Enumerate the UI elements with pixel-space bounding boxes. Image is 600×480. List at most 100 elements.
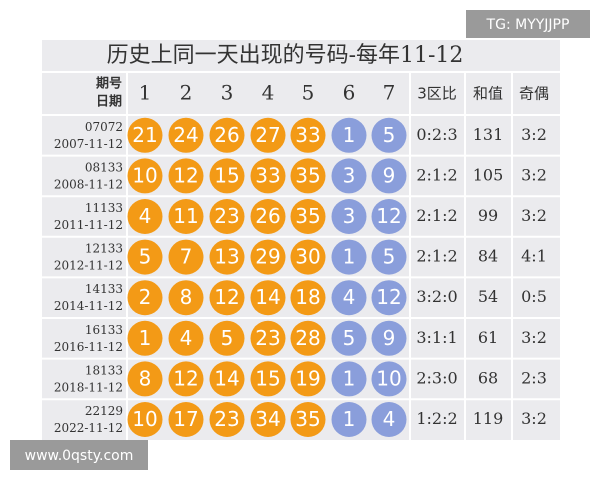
- issue: 12133: [85, 242, 123, 256]
- ball-number: 9: [383, 326, 396, 350]
- header-ball: 5: [302, 81, 315, 105]
- ball-number: 12: [214, 285, 239, 309]
- ball: [127, 361, 163, 397]
- ball-number: 1: [343, 245, 356, 269]
- ball: [290, 320, 326, 356]
- odd-even: 3:2: [521, 206, 547, 225]
- ball: [168, 199, 204, 234]
- ball: [127, 320, 163, 356]
- ball: [127, 402, 163, 437]
- ball-number: 34: [255, 407, 280, 431]
- ball-number: 26: [255, 204, 280, 228]
- ball: [209, 117, 245, 153]
- ball-number: 4: [139, 204, 152, 228]
- sum: 131: [473, 125, 504, 144]
- ball: [371, 117, 407, 153]
- ball: [331, 199, 367, 234]
- sum: 99: [478, 206, 498, 225]
- ball: [168, 280, 204, 316]
- issue: 14133: [85, 282, 123, 296]
- ball: [168, 402, 204, 437]
- sum: 119: [473, 409, 504, 428]
- ball: [250, 117, 286, 153]
- ball: [168, 158, 204, 194]
- ball: [290, 117, 326, 153]
- odd-even: 3:2: [521, 409, 547, 428]
- ball-number: 10: [132, 407, 157, 431]
- ball-number: 29: [255, 245, 280, 269]
- ball: [290, 199, 326, 234]
- date: 2008-11-12: [54, 177, 123, 191]
- watermark-box: [466, 10, 590, 38]
- title: 历史上同一天出现的号码-每年11-12: [107, 43, 464, 68]
- odd-even: 3:2: [521, 165, 547, 184]
- issue: 11133: [85, 201, 123, 215]
- ball-number: 5: [383, 123, 396, 147]
- date: 2011-11-12: [54, 218, 123, 232]
- zone-ratio: 2:1:2: [416, 206, 457, 225]
- header-date: 日期: [96, 95, 122, 110]
- header-issue: 期号: [96, 77, 122, 92]
- ball-number: 10: [132, 163, 157, 187]
- date: 2018-11-12: [54, 380, 123, 394]
- ball: [331, 402, 367, 437]
- issue: 08133: [85, 160, 123, 174]
- ball-number: 2: [139, 285, 152, 309]
- ball-number: 10: [376, 366, 401, 390]
- zone-ratio: 0:2:3: [416, 125, 457, 144]
- ball: [331, 320, 367, 356]
- ball-number: 4: [180, 326, 193, 350]
- ball-number: 1: [343, 407, 356, 431]
- ball: [127, 280, 163, 316]
- sum: 84: [478, 247, 498, 266]
- ball-number: 14: [214, 366, 239, 390]
- ball-number: 11: [173, 204, 198, 228]
- ball-number: 5: [139, 245, 152, 269]
- sum: 54: [478, 287, 498, 306]
- ball: [250, 158, 286, 194]
- watermark: www.0qsty.com: [25, 448, 134, 464]
- ball-number: 21: [132, 123, 157, 147]
- ball: [331, 361, 367, 397]
- ball: [209, 280, 245, 316]
- ball-number: 35: [295, 204, 320, 228]
- ball: [168, 239, 204, 275]
- sum: 105: [473, 165, 504, 184]
- ball: [209, 158, 245, 194]
- ball-number: 35: [295, 163, 320, 187]
- odd-even: 0:5: [521, 287, 547, 306]
- ball-number: 12: [173, 366, 198, 390]
- ball: [209, 320, 245, 356]
- ball-number: 12: [173, 163, 198, 187]
- issue: 22129: [85, 404, 123, 418]
- ball: [250, 199, 286, 234]
- ball-number: 8: [139, 366, 152, 390]
- ball-number: 4: [343, 285, 356, 309]
- ball: [371, 239, 407, 275]
- ball: [209, 239, 245, 275]
- ball: [371, 158, 407, 194]
- ball-number: 5: [221, 326, 234, 350]
- sum: 68: [478, 368, 498, 387]
- ball: [209, 361, 245, 397]
- ball: [371, 361, 407, 397]
- odd-even: 3:2: [521, 125, 547, 144]
- watermark-box: [10, 440, 148, 470]
- ball: [168, 117, 204, 153]
- issue: 18133: [85, 363, 123, 377]
- ball-number: 1: [139, 326, 152, 350]
- ball-number: 15: [214, 163, 239, 187]
- ball-number: 12: [376, 285, 401, 309]
- header-zone-ratio: 3区比: [417, 85, 457, 103]
- ball: [250, 280, 286, 316]
- ball: [127, 117, 163, 153]
- ball: [127, 199, 163, 234]
- ball: [331, 280, 367, 316]
- ball-number: 1: [343, 123, 356, 147]
- zone-ratio: 3:2:0: [416, 287, 457, 306]
- watermark: TG: MYYJJPP: [486, 17, 570, 33]
- ball-number: 19: [295, 366, 320, 390]
- zone-ratio: 3:1:1: [416, 328, 457, 347]
- ball-number: 14: [255, 285, 280, 309]
- ball-number: 18: [295, 285, 320, 309]
